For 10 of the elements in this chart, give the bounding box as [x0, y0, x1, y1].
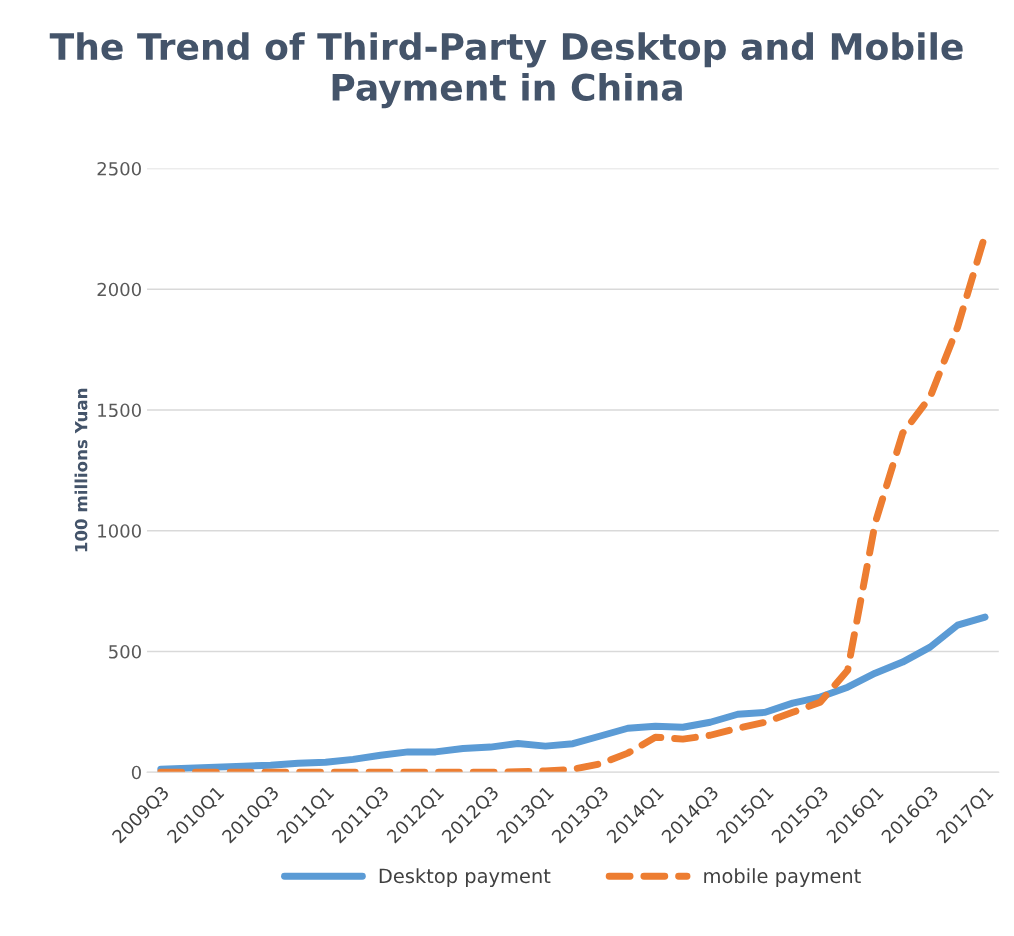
chart-title: The Trend of Third-Party Desktop and Mobile Payment in China	[49, 32, 963, 109]
y-tick-label: 2000	[97, 282, 141, 297]
y-tick-label: 500	[109, 644, 141, 659]
legend-label: Desktop payment	[379, 868, 551, 887]
y-tick-label: 1000	[98, 524, 141, 538]
legend-label: mobile payment	[704, 868, 861, 887]
y-tick-label: 0	[131, 765, 141, 780]
y-tick-label: 1500	[98, 403, 141, 418]
y-tick-label: 2500	[97, 161, 141, 176]
y-axis-title: 100 millions Yuan	[74, 388, 88, 552]
